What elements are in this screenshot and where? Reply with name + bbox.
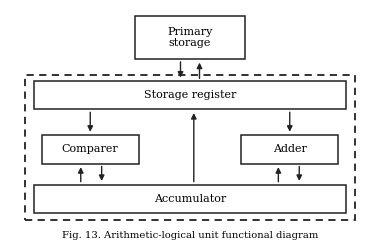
Bar	[135, 16, 245, 59]
Text: Comparer: Comparer	[62, 144, 119, 154]
Bar	[34, 184, 346, 213]
Text: Adder: Adder	[273, 144, 307, 154]
Bar	[25, 75, 355, 220]
Bar	[42, 135, 139, 164]
Bar	[241, 135, 338, 164]
Text: Accumulator: Accumulator	[154, 194, 226, 204]
Text: Storage register: Storage register	[144, 90, 236, 100]
Text: Primary
storage: Primary storage	[167, 27, 213, 48]
Text: Fig. 13. Arithmetic-logical unit functional diagram: Fig. 13. Arithmetic-logical unit functio…	[62, 231, 318, 240]
Bar	[34, 81, 346, 109]
